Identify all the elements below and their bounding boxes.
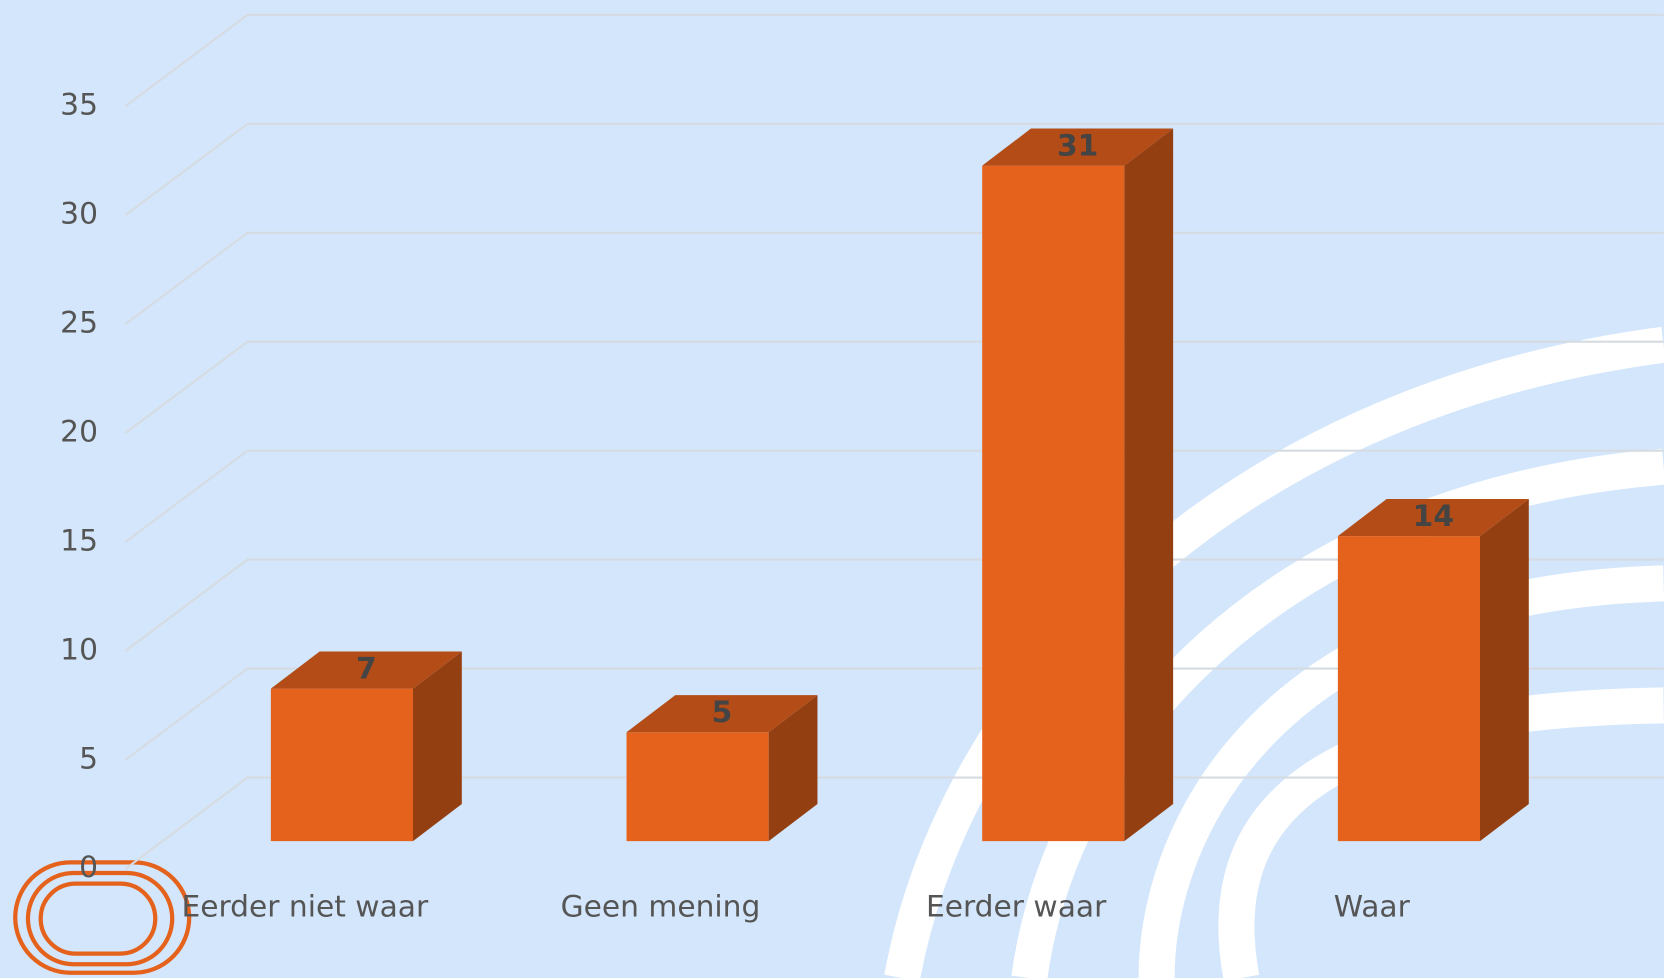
grid-line [124,340,1664,434]
x-tick-label: Eerder niet waar [181,889,429,924]
bar-side [1124,128,1174,842]
logo [13,860,192,975]
grid-line [124,776,1664,870]
y-tick-label: 5 [79,741,98,776]
y-tick-label: 25 [60,305,98,340]
bar-front [626,732,769,842]
y-tick-label: 30 [60,197,98,232]
bar-front [270,688,414,842]
grid-line [124,122,1664,216]
y-tick-label: 35 [60,88,98,123]
data-label: 5 [712,695,733,730]
grid-line [124,449,1664,543]
bar-side [768,695,818,842]
data-label: 14 [1413,499,1454,534]
bar-top [982,128,1174,166]
bar-top [270,651,462,689]
bar [270,651,462,842]
bar [982,128,1174,842]
y-tick-label: 20 [60,414,98,449]
data-label: 7 [356,652,377,687]
grid-line [124,558,1664,652]
bar-side [1480,498,1529,842]
grid-line [124,13,1664,107]
x-tick-label: Geen mening [561,889,761,924]
y-tick-label: 15 [60,523,98,558]
y-tick-label: 10 [60,632,98,667]
bar-front [1337,536,1481,842]
x-tick-label: Waar [1334,889,1411,924]
bar-front [982,165,1125,842]
x-tick-label: Eerder waar [926,889,1107,924]
bar-side [413,651,462,842]
grid-line [124,231,1664,325]
grid-line [124,667,1664,761]
y-tick-label: 0 [79,850,98,885]
bar-top [626,695,818,733]
bar-top [1337,498,1529,537]
data-label: 31 [1057,129,1098,164]
bar [626,695,818,842]
bar [1337,498,1529,842]
